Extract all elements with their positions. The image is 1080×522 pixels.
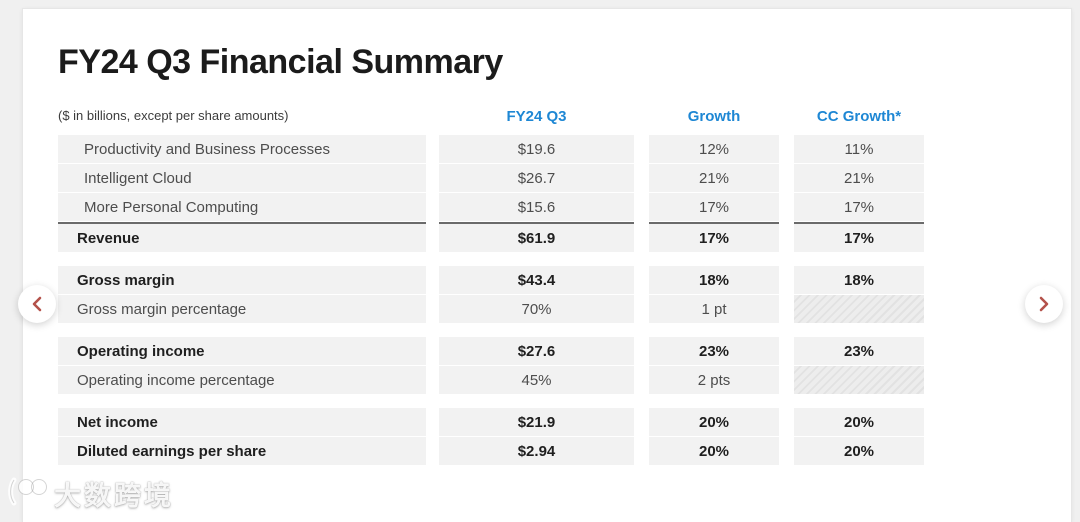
row-label: Gross margin percentage [58,295,426,323]
table-header-row: ($ in billions, except per share amounts… [58,108,1036,125]
table-row: Operating income percentage 45% 2 pts [58,366,1036,394]
value-cell: 1 pt [649,295,779,323]
value-cell: 21% [649,164,779,192]
value-cell: $21.9 [439,408,634,436]
row-label: Intelligent Cloud [58,164,426,192]
row-label: Diluted earnings per share [58,437,426,465]
table-row: Intelligent Cloud $26.7 21% 21% [58,164,1036,192]
value-cell: 20% [794,437,924,465]
value-cell: 23% [649,337,779,365]
table-row: More Personal Computing $15.6 17% 17% [58,193,1036,221]
table-section: Gross margin $43.4 18% 18% Gross margin perc… [58,266,1036,323]
row-label: Operating income [58,337,426,365]
column-header-growth: Growth [687,108,741,125]
value-cell: $2.94 [439,437,634,465]
value-cell: 20% [794,408,924,436]
value-cell: 70% [439,295,634,323]
column-header-fy24-q3: FY24 Q3 [506,108,567,125]
empty-hatched-cell [794,366,924,394]
column-header-cc-growth: CC Growth* [816,108,902,125]
value-cell: 11% [794,135,924,163]
value-cell: 18% [794,266,924,294]
carousel-prev-button[interactable] [18,285,56,323]
row-label: Gross margin [58,266,426,294]
table-row: Gross margin $43.4 18% 18% [58,266,1036,294]
value-cell: $19.6 [439,135,634,163]
value-cell: 20% [649,437,779,465]
row-label: Revenue [58,222,426,252]
value-cell: 23% [794,337,924,365]
page-title: FY24 Q3 Financial Summary [58,43,503,81]
chevron-right-icon [1037,295,1051,313]
row-label: Net income [58,408,426,436]
empty-hatched-cell [794,295,924,323]
value-cell: 17% [794,193,924,221]
chevron-left-icon [30,295,44,313]
table-row: Diluted earnings per share $2.94 20% 20% [58,437,1036,465]
value-cell: 17% [649,193,779,221]
table-row: Gross margin percentage 70% 1 pt [58,295,1036,323]
value-cell: 2 pts [649,366,779,394]
table-section: Productivity and Business Processes $19.6… [58,135,1036,252]
value-cell: $43.4 [439,266,634,294]
financial-summary-slide: FY24 Q3 Financial Summary ($ in billions… [22,8,1072,522]
row-label: More Personal Computing [58,193,426,221]
value-cell: $15.6 [439,193,634,221]
value-cell: 12% [649,135,779,163]
table-section: Operating income $27.6 23% 23% Operating inc… [58,337,1036,394]
value-cell: $26.7 [439,164,634,192]
value-cell: 17% [794,222,924,252]
value-cell: 18% [649,266,779,294]
value-cell: 45% [439,366,634,394]
units-note: ($ in billions, except per share amounts… [58,108,289,123]
value-cell: 21% [794,164,924,192]
financial-table: Productivity and Business Processes $19.6… [58,135,1036,465]
row-label: Operating income percentage [58,366,426,394]
table-section: Net income $21.9 20% 20% Diluted earnings pe… [58,408,1036,465]
table-row: Net income $21.9 20% 20% [58,408,1036,436]
table-row: Productivity and Business Processes $19.6… [58,135,1036,163]
value-cell: $27.6 [439,337,634,365]
value-cell: $61.9 [439,222,634,252]
value-cell: 20% [649,408,779,436]
carousel-next-button[interactable] [1025,285,1063,323]
table-row: Operating income $27.6 23% 23% [58,337,1036,365]
value-cell: 17% [649,222,779,252]
row-label: Productivity and Business Processes [58,135,426,163]
table-row: Revenue $61.9 17% 17% [58,222,1036,252]
